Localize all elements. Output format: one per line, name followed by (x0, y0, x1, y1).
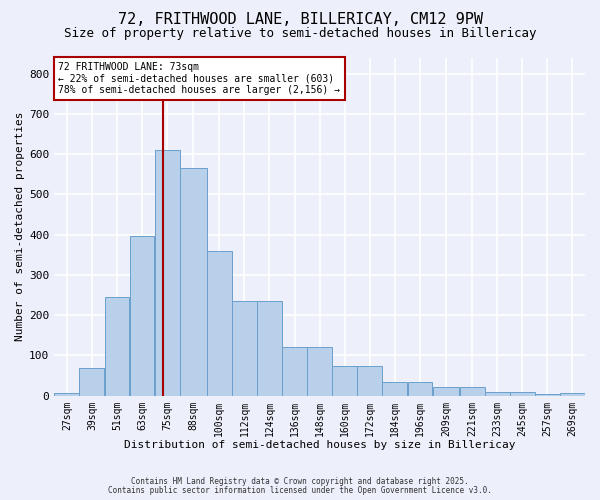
Bar (358, 366, 382, 396)
Text: Contains HM Land Registry data © Crown copyright and database right 2025.: Contains HM Land Registry data © Crown c… (131, 477, 469, 486)
Text: 72 FRITHWOOD LANE: 73sqm
← 22% of semi-detached houses are smaller (603)
78% of : 72 FRITHWOOD LANE: 73sqm ← 22% of semi-d… (58, 62, 340, 94)
Bar (232, 301, 257, 396)
Bar (460, 387, 485, 396)
X-axis label: Distribution of semi-detached houses by size in Billericay: Distribution of semi-detached houses by … (124, 440, 515, 450)
Bar (104, 297, 130, 396)
Bar (332, 366, 357, 396)
Text: 72, FRITHWOOD LANE, BILLERICAY, CM12 9PW: 72, FRITHWOOD LANE, BILLERICAY, CM12 9PW (118, 12, 482, 28)
Bar (155, 150, 179, 396)
Bar (433, 387, 460, 396)
Bar (382, 382, 407, 396)
Bar (307, 348, 332, 396)
Bar (207, 251, 232, 396)
Bar (407, 382, 433, 396)
Bar (180, 168, 206, 396)
Bar (79, 368, 104, 396)
Bar (55, 392, 79, 396)
Bar (560, 393, 585, 396)
Text: Contains public sector information licensed under the Open Government Licence v3: Contains public sector information licen… (108, 486, 492, 495)
Bar (282, 348, 307, 396)
Bar (510, 392, 535, 396)
Y-axis label: Number of semi-detached properties: Number of semi-detached properties (15, 112, 25, 342)
Bar (485, 392, 509, 396)
Text: Size of property relative to semi-detached houses in Billericay: Size of property relative to semi-detach… (64, 28, 536, 40)
Bar (535, 394, 560, 396)
Bar (130, 236, 154, 396)
Bar (257, 301, 282, 396)
